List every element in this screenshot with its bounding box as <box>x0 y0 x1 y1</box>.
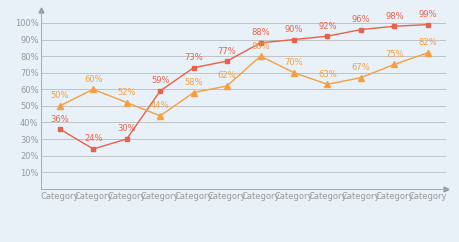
Text: 70%: 70% <box>284 58 302 67</box>
Text: 88%: 88% <box>251 28 269 37</box>
Text: 30%: 30% <box>117 124 136 133</box>
Text: 60%: 60% <box>84 75 102 84</box>
Series 1 <box>257 55 263 58</box>
Text: 98%: 98% <box>384 12 403 21</box>
Series 2 <box>57 128 62 130</box>
Text: 99%: 99% <box>418 10 436 19</box>
Text: 77%: 77% <box>217 46 236 55</box>
Series 1 <box>190 91 196 94</box>
Text: 52%: 52% <box>117 88 136 97</box>
Series 2 <box>123 137 129 140</box>
Series 2 <box>358 28 363 31</box>
Series 2 <box>291 38 296 41</box>
Series 1 <box>391 63 396 66</box>
Text: 63%: 63% <box>317 70 336 79</box>
Text: 44%: 44% <box>151 101 169 110</box>
Series 2 <box>224 60 230 62</box>
Series 1 <box>57 104 62 107</box>
Series 2 <box>324 35 330 38</box>
Series 2 <box>424 23 430 26</box>
Series 1 <box>358 76 363 79</box>
Text: 96%: 96% <box>351 15 369 24</box>
Text: 24%: 24% <box>84 134 102 144</box>
Text: 73%: 73% <box>184 53 202 62</box>
Text: 75%: 75% <box>384 50 403 59</box>
Text: 82%: 82% <box>418 38 436 47</box>
Series 2 <box>190 66 196 69</box>
Text: 59%: 59% <box>151 76 169 85</box>
Line: Series 1: Series 1 <box>56 49 431 119</box>
Series 1 <box>157 114 162 117</box>
Series 2 <box>90 148 96 151</box>
Text: 92%: 92% <box>318 22 336 31</box>
Series 1 <box>291 71 296 74</box>
Series 1 <box>224 84 230 87</box>
Text: 50%: 50% <box>50 91 69 100</box>
Text: 58%: 58% <box>184 78 202 87</box>
Series 1 <box>324 83 330 86</box>
Series 1 <box>90 88 96 91</box>
Text: 80%: 80% <box>251 42 269 51</box>
Series 1 <box>424 51 430 54</box>
Text: 62%: 62% <box>217 71 236 80</box>
Line: Series 2: Series 2 <box>57 22 429 151</box>
Series 2 <box>157 90 162 92</box>
Text: 36%: 36% <box>50 114 69 123</box>
Text: 90%: 90% <box>284 25 302 34</box>
Text: 67%: 67% <box>351 63 369 72</box>
Series 2 <box>391 25 396 28</box>
Series 1 <box>123 101 129 104</box>
Series 2 <box>257 41 263 44</box>
